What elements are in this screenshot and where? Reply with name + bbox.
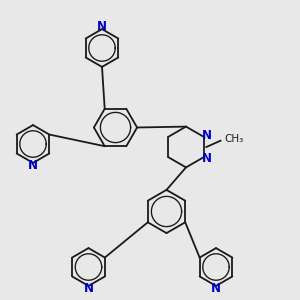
Text: N: N bbox=[83, 282, 94, 295]
Text: N: N bbox=[28, 159, 38, 172]
Text: N: N bbox=[211, 282, 221, 295]
Text: CH₃: CH₃ bbox=[224, 134, 244, 144]
Text: N: N bbox=[202, 152, 212, 165]
Text: N: N bbox=[202, 129, 212, 142]
Text: N: N bbox=[97, 20, 107, 34]
